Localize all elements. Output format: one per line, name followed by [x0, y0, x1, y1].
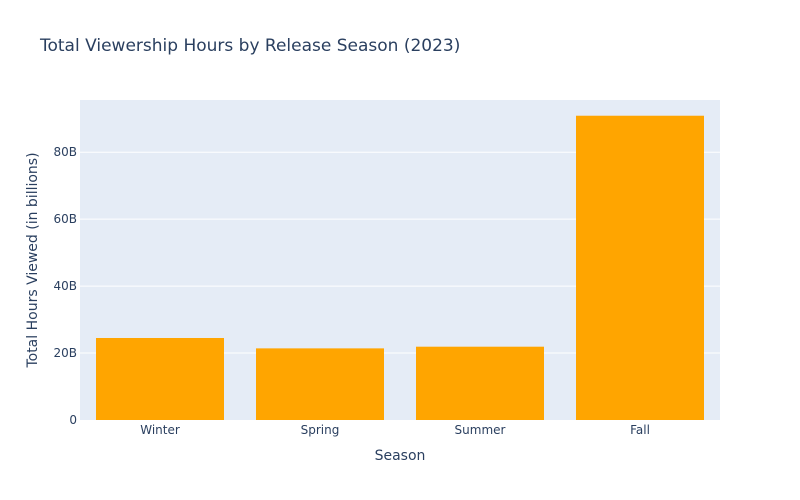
y-tick-labels: 0 20B 40B 60B 80B [53, 145, 77, 427]
bar-winter[interactable] [96, 337, 224, 420]
bar-spring[interactable] [256, 348, 384, 420]
y-tick-label: 40B [53, 279, 77, 293]
x-tick-labels: Winter Spring Summer Fall [140, 423, 650, 437]
x-tick-label: Spring [301, 423, 340, 437]
x-tick-label: Summer [455, 423, 506, 437]
x-tick-label: Winter [140, 423, 180, 437]
chart-title: Total Viewership Hours by Release Season… [39, 36, 460, 56]
bars [96, 115, 704, 421]
y-tick-label: 0 [69, 413, 77, 427]
x-tick-label: Fall [630, 423, 650, 437]
y-tick-label: 80B [53, 145, 77, 159]
bar-summer[interactable] [416, 346, 544, 420]
bar-fall[interactable] [576, 115, 704, 421]
y-tick-label: 60B [53, 212, 77, 226]
y-axis-title: Total Hours Viewed (in billions) [25, 152, 41, 368]
x-axis-title: Season [375, 448, 426, 464]
y-tick-label: 20B [53, 346, 77, 360]
